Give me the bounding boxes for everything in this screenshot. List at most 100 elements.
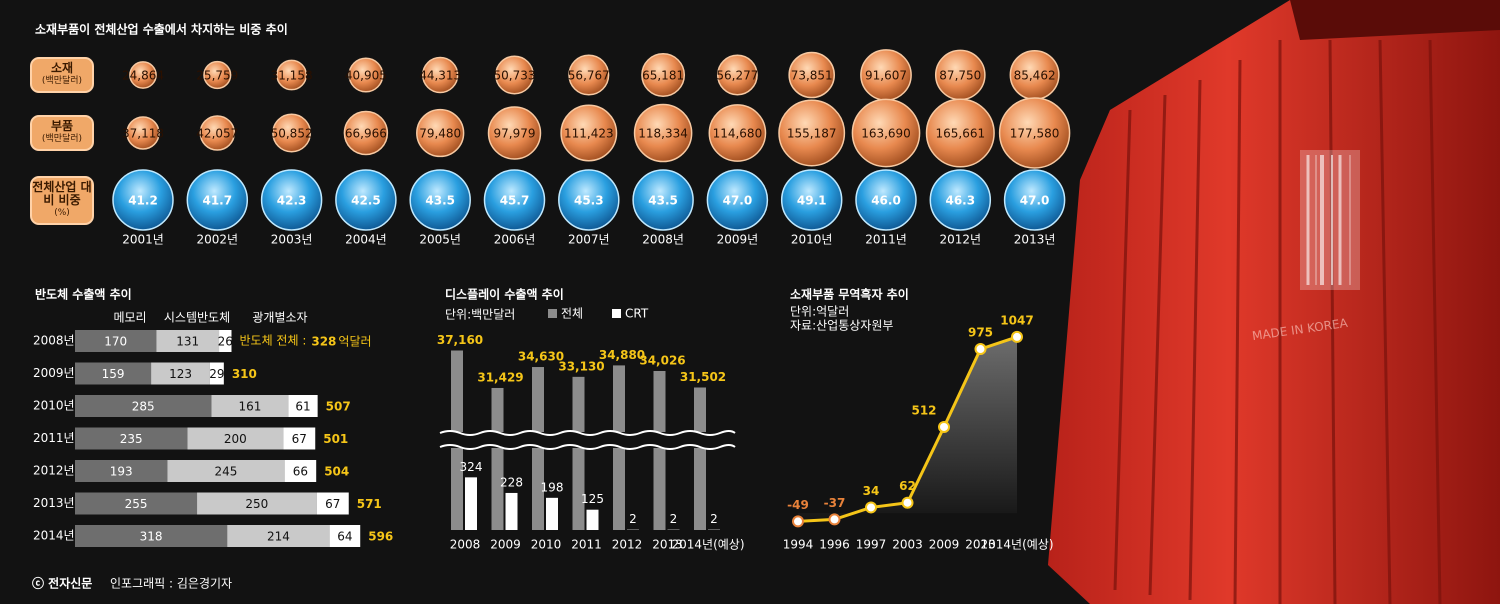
bar-segment — [156, 330, 220, 352]
bubble — [126, 116, 160, 150]
bubble — [483, 169, 546, 231]
data-label: 66,966 — [345, 127, 387, 141]
data-label: 111,423 — [564, 127, 614, 141]
data-label: 56,767 — [568, 69, 610, 83]
bubble — [409, 169, 471, 231]
point — [974, 343, 987, 356]
data-label: 62 — [899, 479, 916, 493]
x-tick-label: 2010 — [531, 538, 562, 552]
row-label: 전체산업 대비 비중 (%) — [30, 175, 94, 225]
bubble — [276, 59, 308, 91]
x-tick-label: 2004년 — [345, 233, 387, 247]
x-tick-label: 2013 — [652, 538, 683, 552]
data-label: 42.3 — [277, 194, 307, 208]
bubble — [855, 169, 917, 231]
bar-segment — [75, 525, 228, 547]
x-tick-label: 2002년 — [197, 233, 239, 247]
x-tick-label: 2012년 — [940, 233, 982, 247]
y-tick-label: 2012년 — [33, 464, 75, 478]
data-label: -49 — [787, 498, 809, 512]
data-label: 161 — [238, 400, 261, 414]
bar-segment — [75, 395, 212, 417]
data-label: 97,979 — [494, 127, 536, 141]
chart-source: 자료:산업통상자원부 — [790, 319, 893, 333]
bubble — [925, 98, 995, 168]
bar — [572, 376, 585, 530]
data-label: 235 — [120, 432, 143, 446]
bubble — [487, 106, 542, 160]
total-label: 596 — [368, 530, 393, 544]
data-label: 163,690 — [861, 127, 911, 141]
data-label: -37 — [824, 496, 846, 510]
bubble — [112, 169, 174, 231]
data-label: 61 — [295, 400, 310, 414]
bar-segment — [187, 427, 284, 450]
bar-segment — [211, 395, 289, 417]
bar-segment — [75, 362, 152, 385]
bar-segment — [227, 525, 330, 547]
x-tick-label: 1994 — [783, 538, 814, 552]
bar-segment — [219, 330, 232, 352]
data-label: 43.5 — [648, 194, 678, 208]
data-label: 975 — [968, 326, 993, 340]
chart-subtitle: 단위:억달러 — [790, 305, 849, 319]
credit-text: 인포그래픽 : 김은경기자 — [110, 577, 232, 591]
data-label: 64 — [337, 530, 352, 544]
x-tick-label: 2013 — [965, 538, 996, 552]
x-tick-label: 2003 — [892, 538, 923, 552]
y-tick-label: 2011년 — [33, 431, 75, 445]
data-label: 31,429 — [477, 370, 523, 384]
credit-brand: ⓒ 전자신문 — [32, 576, 92, 591]
chart-subtitle: 단위:백만달러 — [445, 308, 515, 322]
bubble — [558, 169, 620, 231]
y-tick-label: 2013년 — [33, 496, 75, 510]
bubble — [129, 61, 157, 89]
total-label: 504 — [324, 465, 349, 479]
total-label: 310 — [232, 367, 257, 381]
x-tick-label: 2009년 — [717, 233, 759, 247]
row-label-name: 전체산업 대비 비중 — [32, 179, 92, 207]
x-tick-label: 2003년 — [271, 233, 313, 247]
data-label: 44,313 — [419, 69, 461, 83]
data-label: 33,130 — [558, 359, 604, 373]
bubble — [708, 104, 767, 162]
data-label: 31,158 — [271, 69, 313, 83]
data-label: 26 — [218, 335, 233, 349]
bar-segment — [209, 362, 224, 385]
data-label: 56,277 — [716, 69, 758, 83]
x-tick-label: 2009 — [490, 538, 521, 552]
x-tick-label: 2009 — [929, 538, 960, 552]
legend-swatch — [548, 309, 557, 318]
data-label: 159 — [102, 367, 125, 381]
data-label: 512 — [911, 403, 936, 417]
y-tick-label: 2008년 — [33, 334, 75, 348]
bar-segment — [288, 395, 318, 417]
data-label: 47.0 — [1020, 194, 1050, 208]
legend-label: 메모리 — [113, 311, 146, 325]
bubble — [641, 53, 686, 97]
chart-title: 소재부품이 전체산업 수출에서 차지하는 비중 추이 — [35, 22, 288, 37]
data-label: 45.3 — [574, 194, 604, 208]
data-label: 34,630 — [518, 350, 564, 364]
data-label: 165,661 — [935, 127, 985, 141]
data-label: 245 — [215, 465, 238, 479]
x-tick-label: 1996 — [819, 538, 850, 552]
data-label: 123 — [169, 367, 192, 381]
x-tick-label: 2014년(예상) — [980, 538, 1053, 552]
row-label-unit: (백만달러) — [41, 134, 83, 144]
chart-title: 소재부품 무역흑자 추이 — [790, 287, 909, 302]
x-tick-label: 2001년 — [122, 233, 164, 247]
bubble — [348, 57, 384, 93]
bar-segment — [75, 460, 168, 482]
x-tick-label: 2008 — [450, 538, 481, 552]
legend-label: 시스템반도체 — [164, 311, 230, 325]
x-tick-label: 1997 — [856, 538, 887, 552]
data-label: 34,026 — [639, 353, 685, 367]
data-label: 65,181 — [642, 69, 684, 83]
data-label: 79,480 — [419, 127, 461, 141]
data-label: 42,057 — [196, 127, 238, 141]
data-label: 41.2 — [128, 194, 158, 208]
bubble — [929, 169, 992, 231]
data-label: 31,502 — [680, 370, 726, 384]
